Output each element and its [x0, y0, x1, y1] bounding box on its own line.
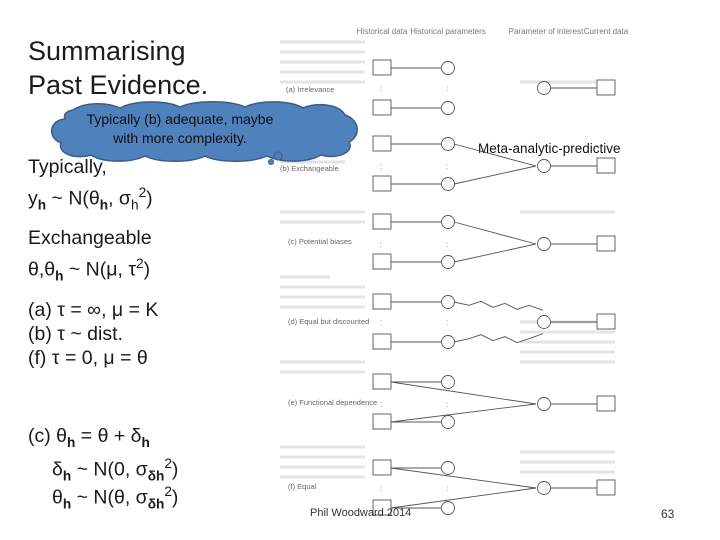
theta-node	[537, 397, 551, 411]
current-data-box	[596, 313, 616, 330]
ellipsis: :	[380, 240, 382, 249]
data-box	[372, 459, 392, 476]
theta-node	[537, 81, 551, 95]
slide-title: Summarising Past Evidence.	[28, 34, 208, 102]
ellipsis: :	[446, 84, 448, 93]
data-box	[372, 373, 392, 390]
param-node	[441, 61, 455, 75]
data-box	[372, 99, 392, 116]
ellipsis: :	[446, 318, 448, 327]
title-line-2: Past Evidence.	[28, 70, 209, 100]
current-data-box	[596, 79, 616, 96]
ellipsis: :	[446, 400, 448, 409]
param-node	[441, 295, 455, 309]
data-box	[372, 59, 392, 76]
ellipsis: :	[446, 162, 448, 171]
panel-label-a: (a) Irrelevance	[286, 85, 334, 94]
footer-author: Phil Woodward 2014	[310, 507, 412, 519]
case-f: (f) τ = 0, μ = θ	[28, 347, 148, 369]
cloud-callout-shape	[51, 101, 358, 165]
theta-node	[537, 481, 551, 495]
meta-analytic-predictive-label: Meta-analytic-predictive	[478, 141, 621, 156]
param-node	[441, 137, 455, 151]
edge	[453, 243, 537, 263]
ellipsis: :	[380, 162, 382, 171]
edge	[453, 165, 537, 185]
case-c-line-1: (c) θh = θ + δh	[28, 425, 150, 450]
model-diagram: Historical data Historical parameters Pa…	[280, 27, 629, 516]
panel-label-f: (f) Equal	[288, 482, 317, 491]
ellipsis: :	[446, 240, 448, 249]
param-node	[441, 101, 455, 115]
ellipsis: :	[380, 318, 382, 327]
current-data-box	[596, 395, 616, 412]
theta-node	[537, 237, 551, 251]
edge-wavy	[453, 333, 544, 344]
panel-label-d: (d) Equal but discounted	[288, 317, 369, 326]
edge	[453, 143, 537, 167]
param-node	[441, 215, 455, 229]
param-node	[441, 255, 455, 269]
exchangeable-label: Exchangeable	[28, 227, 152, 249]
ellipsis: :	[380, 484, 382, 493]
current-data-box	[596, 479, 616, 496]
current-data-box	[596, 157, 616, 174]
cloud-callout: Typically (b) adequate, maybe with more …	[62, 110, 298, 148]
data-box	[372, 253, 392, 270]
panel-label-c: (c) Potential biases	[288, 237, 352, 246]
cloud-line-1: Typically (b) adequate, maybe	[86, 111, 274, 127]
param-node	[441, 335, 455, 349]
header-parameter-of-interest: Parameter of interest	[509, 27, 584, 36]
edge	[390, 467, 537, 489]
case-b: (b) τ ~ dist.	[28, 323, 123, 345]
param-node	[441, 177, 455, 191]
data-box	[372, 135, 392, 152]
param-node	[441, 375, 455, 389]
param-node	[441, 501, 455, 515]
data-box	[372, 175, 392, 192]
data-box	[372, 499, 392, 516]
node-graph: ::::::::::::	[372, 59, 616, 516]
cloud-line-2: with more complexity.	[113, 130, 247, 146]
param-node	[441, 461, 455, 475]
edge	[453, 221, 537, 245]
data-box	[372, 213, 392, 230]
typically-formula: yh ~ N(θh, σh2)	[28, 185, 153, 213]
theta-node	[537, 159, 551, 173]
header-current-data: Current data	[584, 27, 629, 36]
edge-wavy	[453, 300, 544, 311]
typically-label: Typically,	[28, 156, 107, 178]
edge	[390, 403, 537, 423]
case-c-line-2: δh ~ N(0, σδh2)	[52, 456, 179, 484]
edge	[390, 487, 537, 509]
panel-label-b: (b) Exchangeable	[280, 164, 339, 173]
header-historical-data: Historical data	[357, 27, 408, 36]
data-box	[372, 333, 392, 350]
param-node	[441, 415, 455, 429]
exchangeable-formula: θ,θh ~ N(μ, τ2)	[28, 256, 151, 284]
ellipsis: :	[446, 484, 448, 493]
current-data-box	[596, 235, 616, 252]
page-number: 63	[661, 507, 675, 521]
panel-label-e: (e) Functional dependence	[288, 398, 377, 407]
title-line-1: Summarising	[28, 36, 186, 66]
ellipsis: :	[380, 400, 382, 409]
case-a: (a) τ = ∞, μ = K	[28, 299, 159, 321]
edge	[390, 381, 537, 405]
data-box	[372, 413, 392, 430]
data-box	[372, 293, 392, 310]
ellipsis: :	[380, 84, 382, 93]
faint-text-lines	[280, 40, 615, 479]
theta-node	[537, 315, 551, 329]
header-historical-parameters: Historical parameters	[410, 27, 486, 36]
case-c-line-3: θh ~ N(θ, σδh2)	[52, 484, 179, 512]
